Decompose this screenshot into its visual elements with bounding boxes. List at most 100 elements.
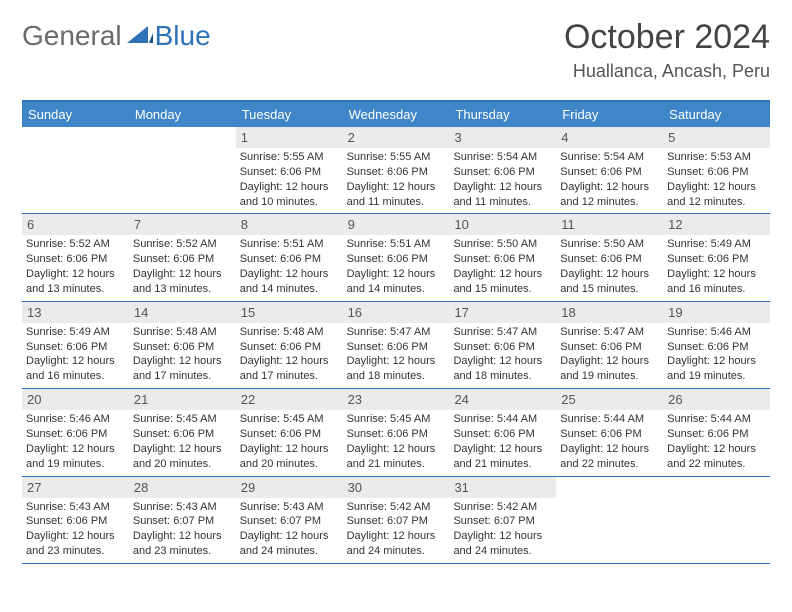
header: General Blue October 2024 Huallanca, Anc… — [22, 18, 770, 82]
daylight-line: Daylight: 12 hours and 16 minutes. — [26, 354, 125, 384]
sunset-value: 6:07 PM — [173, 515, 214, 527]
calendar-cell: 25Sunrise: 5:44 AMSunset: 6:06 PMDayligh… — [556, 389, 663, 475]
daylight-label: Daylight: — [347, 268, 390, 280]
sunset-line: Sunset: 6:06 PM — [453, 252, 552, 267]
sunrise-line: Sunrise: 5:53 AM — [667, 150, 766, 165]
sunset-value: 6:06 PM — [66, 428, 107, 440]
day-number: 6 — [22, 214, 129, 235]
page-subtitle: Huallanca, Ancash, Peru — [564, 61, 770, 82]
daylight-label: Daylight: — [240, 355, 283, 367]
sunset-line: Sunset: 6:07 PM — [347, 514, 446, 529]
daylight-label: Daylight: — [240, 181, 283, 193]
sunset-label: Sunset: — [453, 253, 490, 265]
daylight-label: Daylight: — [560, 443, 603, 455]
calendar-cell: 5Sunrise: 5:53 AMSunset: 6:06 PMDaylight… — [663, 127, 770, 213]
calendar-week: 6Sunrise: 5:52 AMSunset: 6:06 PMDaylight… — [22, 214, 770, 301]
day-number: 1 — [236, 127, 343, 148]
calendar-cell: 9Sunrise: 5:51 AMSunset: 6:06 PMDaylight… — [343, 214, 450, 300]
sunset-line: Sunset: 6:06 PM — [240, 165, 339, 180]
calendar-cell: 20Sunrise: 5:46 AMSunset: 6:06 PMDayligh… — [22, 389, 129, 475]
daylight-label: Daylight: — [453, 268, 496, 280]
day-header: Tuesday — [236, 102, 343, 127]
daylight-line: Daylight: 12 hours and 24 minutes. — [453, 529, 552, 559]
daylight-label: Daylight: — [347, 181, 390, 193]
sunrise-line: Sunrise: 5:50 AM — [560, 237, 659, 252]
daylight-line: Daylight: 12 hours and 21 minutes. — [453, 442, 552, 472]
calendar-cell: 23Sunrise: 5:45 AMSunset: 6:06 PMDayligh… — [343, 389, 450, 475]
day-body: Sunrise: 5:50 AMSunset: 6:06 PMDaylight:… — [556, 235, 663, 300]
sunrise-value: 5:47 AM — [497, 326, 537, 338]
sunrise-line: Sunrise: 5:42 AM — [453, 500, 552, 515]
calendar-week: ....1Sunrise: 5:55 AMSunset: 6:06 PMDayl… — [22, 127, 770, 214]
day-body: Sunrise: 5:47 AMSunset: 6:06 PMDaylight:… — [449, 323, 556, 388]
sunset-line: Sunset: 6:06 PM — [26, 340, 125, 355]
day-body: Sunrise: 5:54 AMSunset: 6:06 PMDaylight:… — [556, 148, 663, 213]
sunrise-line: Sunrise: 5:48 AM — [240, 325, 339, 340]
daylight-line: Daylight: 12 hours and 22 minutes. — [560, 442, 659, 472]
day-number: 9 — [343, 214, 450, 235]
calendar-week: 13Sunrise: 5:49 AMSunset: 6:06 PMDayligh… — [22, 302, 770, 389]
calendar-week: 27Sunrise: 5:43 AMSunset: 6:06 PMDayligh… — [22, 477, 770, 564]
sunset-label: Sunset: — [26, 428, 63, 440]
daylight-label: Daylight: — [667, 181, 710, 193]
day-header: Thursday — [449, 102, 556, 127]
daylight-line: Daylight: 12 hours and 19 minutes. — [560, 354, 659, 384]
title-block: October 2024 Huallanca, Ancash, Peru — [564, 18, 770, 82]
day-body: Sunrise: 5:48 AMSunset: 6:06 PMDaylight:… — [236, 323, 343, 388]
sunrise-value: 5:45 AM — [283, 413, 323, 425]
sunrise-label: Sunrise: — [347, 151, 387, 163]
sunset-value: 6:06 PM — [387, 341, 428, 353]
sunset-value: 6:06 PM — [708, 428, 749, 440]
day-body: Sunrise: 5:55 AMSunset: 6:06 PMDaylight:… — [236, 148, 343, 213]
day-number: 16 — [343, 302, 450, 323]
sunset-label: Sunset: — [667, 341, 704, 353]
day-number: 19 — [663, 302, 770, 323]
sunset-value: 6:06 PM — [66, 515, 107, 527]
sunset-line: Sunset: 6:06 PM — [26, 514, 125, 529]
sunrise-line: Sunrise: 5:47 AM — [453, 325, 552, 340]
sunset-value: 6:06 PM — [173, 428, 214, 440]
sunset-line: Sunset: 6:06 PM — [240, 252, 339, 267]
sunset-value: 6:06 PM — [173, 341, 214, 353]
sunset-line: Sunset: 6:06 PM — [667, 427, 766, 442]
calendar-cell: 16Sunrise: 5:47 AMSunset: 6:06 PMDayligh… — [343, 302, 450, 388]
sunrise-label: Sunrise: — [667, 326, 707, 338]
sunset-line: Sunset: 6:06 PM — [453, 427, 552, 442]
daylight-line: Daylight: 12 hours and 17 minutes. — [133, 354, 232, 384]
calendar-cell: 30Sunrise: 5:42 AMSunset: 6:07 PMDayligh… — [343, 477, 450, 563]
sunset-value: 6:06 PM — [708, 166, 749, 178]
day-number: 29 — [236, 477, 343, 498]
sunrise-label: Sunrise: — [453, 501, 493, 513]
sunrise-value: 5:52 AM — [176, 238, 216, 250]
sunset-line: Sunset: 6:06 PM — [26, 252, 125, 267]
day-body: Sunrise: 5:44 AMSunset: 6:06 PMDaylight:… — [449, 410, 556, 475]
sunrise-line: Sunrise: 5:51 AM — [347, 237, 446, 252]
calendar-cell: 24Sunrise: 5:44 AMSunset: 6:06 PMDayligh… — [449, 389, 556, 475]
day-number: 23 — [343, 389, 450, 410]
sunset-line: Sunset: 6:07 PM — [240, 514, 339, 529]
daylight-line: Daylight: 12 hours and 23 minutes. — [26, 529, 125, 559]
daylight-label: Daylight: — [667, 443, 710, 455]
daylight-line: Daylight: 12 hours and 19 minutes. — [667, 354, 766, 384]
sunrise-label: Sunrise: — [347, 413, 387, 425]
calendar-cell: 21Sunrise: 5:45 AMSunset: 6:06 PMDayligh… — [129, 389, 236, 475]
sunset-label: Sunset: — [26, 341, 63, 353]
calendar-cell: 11Sunrise: 5:50 AMSunset: 6:06 PMDayligh… — [556, 214, 663, 300]
day-body: Sunrise: 5:44 AMSunset: 6:06 PMDaylight:… — [556, 410, 663, 475]
sunset-value: 6:06 PM — [601, 166, 642, 178]
sunrise-value: 5:55 AM — [390, 151, 430, 163]
daylight-label: Daylight: — [667, 355, 710, 367]
sunrise-value: 5:54 AM — [604, 151, 644, 163]
day-body: Sunrise: 5:45 AMSunset: 6:06 PMDaylight:… — [343, 410, 450, 475]
sunset-label: Sunset: — [667, 253, 704, 265]
day-number: 13 — [22, 302, 129, 323]
sunset-value: 6:06 PM — [601, 428, 642, 440]
sunset-value: 6:07 PM — [387, 515, 428, 527]
day-body: Sunrise: 5:52 AMSunset: 6:06 PMDaylight:… — [129, 235, 236, 300]
sunrise-value: 5:45 AM — [176, 413, 216, 425]
sunset-value: 6:07 PM — [280, 515, 321, 527]
sunset-label: Sunset: — [347, 428, 384, 440]
day-header: Wednesday — [343, 102, 450, 127]
sunset-line: Sunset: 6:06 PM — [453, 165, 552, 180]
calendar-cell: 6Sunrise: 5:52 AMSunset: 6:06 PMDaylight… — [22, 214, 129, 300]
